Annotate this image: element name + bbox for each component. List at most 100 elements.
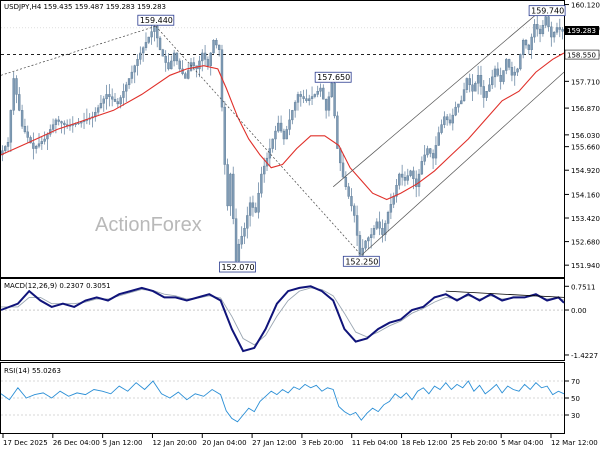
current-price-marker: 159.283	[565, 26, 599, 35]
candle-body	[110, 96, 114, 100]
time-tick-label: 17 Dec 2025	[3, 439, 48, 447]
price-tick-label: 160.120	[571, 2, 600, 10]
macd-tick-label: 0.00	[571, 307, 587, 315]
candle-body	[299, 94, 302, 97]
candle-body	[77, 122, 80, 125]
candle-body	[308, 98, 311, 101]
channel-lower-line	[361, 71, 565, 256]
candle-body	[420, 161, 424, 175]
candle-body	[507, 59, 511, 68]
time-tick-label: 5 Jan 12:00	[103, 439, 143, 447]
candle-body	[409, 170, 412, 176]
candle-body	[333, 83, 336, 117]
candle-body	[513, 71, 516, 76]
candle-body	[167, 62, 170, 70]
candle-body	[505, 59, 508, 71]
candle-body	[60, 121, 63, 124]
time-tick-label: 25 Feb 20:00	[451, 439, 497, 447]
candle-body	[555, 27, 559, 33]
annotation-label: 159.740	[531, 7, 564, 16]
candle-body	[161, 49, 165, 57]
candle-body	[493, 68, 497, 78]
candle-body	[541, 25, 545, 35]
candle-body	[403, 177, 407, 181]
candle-body	[384, 223, 387, 235]
candle-body	[113, 98, 117, 102]
candle-body	[12, 78, 15, 111]
candle-body	[386, 212, 390, 224]
candle-body	[246, 215, 249, 229]
candle-body	[260, 173, 263, 194]
candle-body	[476, 75, 480, 84]
candle-body	[248, 202, 252, 216]
candle-body	[226, 164, 229, 207]
candle-body	[243, 228, 246, 237]
candle-body	[63, 122, 66, 125]
rsi-tick-label: 30	[571, 412, 580, 420]
price-tick-label: 154.160	[571, 191, 600, 199]
candle-body	[212, 40, 215, 54]
annotation-label: 157.650	[317, 73, 350, 82]
candle-body	[254, 207, 257, 213]
macd-panel: 0.7511 0.00 -1.4227	[0, 283, 598, 360]
candle-body	[313, 94, 317, 97]
candle-body	[358, 235, 362, 256]
candle-body	[322, 87, 325, 100]
candle-body	[544, 16, 547, 26]
price-tick-label: 153.420	[571, 215, 600, 223]
macd-label: MACD(12,26,9) 0.2307 0.3051	[4, 282, 111, 290]
reference-price-box	[564, 49, 600, 60]
macd-main-line	[0, 285, 565, 353]
candle-body	[141, 47, 145, 54]
candle-body	[426, 148, 429, 156]
candle-body	[158, 37, 162, 50]
candle-body	[6, 141, 10, 147]
candle-body	[136, 59, 139, 66]
candle-body	[381, 228, 384, 235]
candle-body	[389, 204, 393, 213]
candle-body	[99, 103, 103, 108]
candle-body	[43, 138, 46, 142]
candle-body	[201, 52, 204, 62]
candle-body	[198, 60, 201, 70]
candle-body	[130, 71, 134, 79]
candle-body	[277, 122, 280, 132]
macd-trend-line	[445, 290, 565, 298]
candle-body	[412, 170, 415, 180]
candle-body	[369, 234, 373, 238]
candle-body	[305, 98, 308, 101]
candle-body	[263, 165, 266, 175]
annotation-label: 152.070	[221, 263, 254, 272]
candle-body	[189, 62, 193, 71]
candle-body	[443, 116, 446, 125]
current-price-label: 159.283	[567, 27, 596, 35]
candle-body	[279, 122, 283, 132]
candle-body	[291, 110, 294, 121]
candle-body	[536, 24, 539, 30]
candle-body	[271, 138, 274, 149]
candle-body	[237, 243, 241, 262]
candle-body	[51, 124, 55, 130]
candle-body	[533, 24, 536, 38]
candle-body	[153, 26, 156, 32]
candle-body	[293, 102, 297, 111]
candle-body	[341, 162, 345, 178]
candle-body	[133, 65, 136, 73]
time-tick-label: 26 Dec 04:00	[53, 439, 100, 447]
candle-body	[510, 67, 514, 76]
time-tick-label: 12 Jan 20:00	[152, 439, 196, 447]
candle-body	[234, 218, 238, 262]
candle-body	[175, 52, 179, 62]
macd-tick-label: 0.7511	[571, 283, 596, 291]
candle-body	[479, 75, 483, 87]
candle-body	[46, 134, 49, 140]
candle-body	[150, 31, 153, 38]
candle-body	[350, 196, 353, 207]
candle-body	[552, 32, 556, 38]
candle-body	[319, 87, 322, 92]
annotation-box	[137, 14, 175, 26]
rsi-panel: 70 50 30	[0, 378, 580, 423]
candle-body	[445, 116, 449, 121]
candle-body	[524, 40, 528, 46]
candle-body	[9, 110, 13, 143]
